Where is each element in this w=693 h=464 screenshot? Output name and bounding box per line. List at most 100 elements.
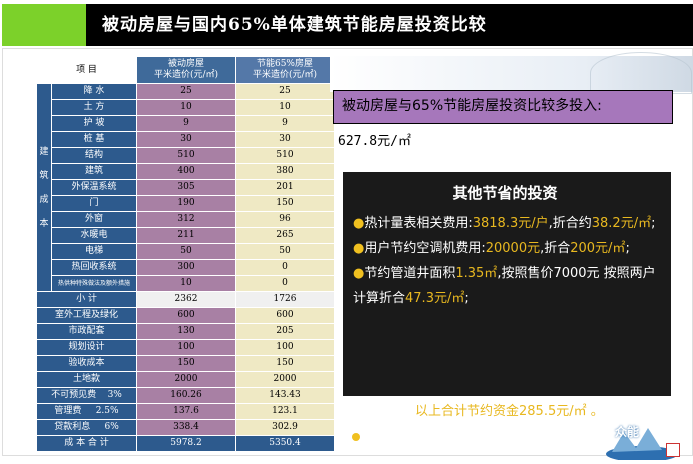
slide-title: 被动房屋与国内65%单体建筑节能房屋投资比较	[102, 15, 487, 35]
company-logo	[602, 418, 680, 462]
row-label: 门	[51, 195, 137, 212]
energy-cost: 380	[235, 163, 335, 180]
passive-cost: 600	[136, 307, 236, 324]
headline-value: 627.8元/㎡	[338, 134, 411, 149]
table-row: 贷款利息 6% 338.4 302.9	[36, 419, 335, 436]
row-label: 外窗	[51, 211, 137, 228]
row-label: 桩 基	[51, 131, 137, 148]
energy-cost: 2000	[235, 371, 335, 388]
passive-cost: 100	[136, 339, 236, 356]
total-row: 成 本 合 计 5978.2 5350.4	[36, 435, 335, 452]
energy-cost: 30	[235, 131, 335, 148]
headline-box: 被动房屋与65%节能房屋投资比较多投入:	[333, 90, 673, 124]
row-label: 建筑	[51, 163, 137, 180]
side-label-building-cost: 建筑成本	[36, 83, 52, 292]
energy-cost: 25	[235, 83, 335, 100]
title-bar	[2, 4, 693, 46]
energy-cost: 150	[235, 355, 335, 372]
row-label: 规划设计	[36, 339, 137, 356]
subtotal-energy: 1726	[235, 291, 335, 308]
table-row: 土地款 2000 2000	[36, 371, 335, 388]
passive-cost: 312	[136, 211, 236, 228]
passive-cost: 305	[136, 179, 236, 196]
passive-cost: 510	[136, 147, 236, 164]
energy-cost: 143.43	[235, 387, 335, 404]
row-label: 验收成本	[36, 355, 137, 372]
savings-summary: 以上合计节约资金285.5元/㎡ 。	[415, 404, 604, 419]
table-row: 桩 基 30 30	[37, 131, 335, 148]
table-row: 门 190 150	[37, 195, 335, 212]
total-label: 成 本 合 计	[36, 435, 137, 452]
table-row: 建筑 400 380	[37, 163, 335, 180]
logo-text: 众能	[615, 425, 640, 439]
passive-cost: 10	[136, 275, 236, 292]
passive-cost: 300	[136, 259, 236, 276]
total-passive: 5978.2	[136, 435, 236, 452]
row-label: 贷款利息 6%	[36, 419, 137, 436]
row-label: 热回收系统	[51, 259, 137, 276]
passive-cost: 160.26	[136, 387, 236, 404]
header-item: 项 目	[36, 56, 137, 84]
row-label: 不可预见费 3%	[36, 387, 137, 404]
table-row: 水暖电 211 265	[37, 227, 335, 244]
energy-cost: 50	[235, 243, 335, 260]
passive-cost: 137.6	[136, 403, 236, 420]
subtotal-label: 小 计	[36, 291, 137, 308]
bullet-icon: ●	[353, 216, 365, 231]
table-row: 室外工程及绿化 600 600	[36, 307, 335, 324]
table-row: 管理费 2.5% 137.6 123.1	[36, 403, 335, 420]
passive-cost: 338.4	[136, 419, 236, 436]
passive-cost: 130	[136, 323, 236, 340]
table-row: 不可预见费 3% 160.26 143.43	[36, 387, 335, 404]
row-label: 结构	[51, 147, 137, 164]
energy-cost: 96	[235, 211, 335, 228]
energy-cost: 9	[235, 115, 335, 132]
table-row: 外保温系统 305 201	[37, 179, 335, 196]
subtotal-row: 小 计 2362 1726	[36, 291, 335, 308]
subtotal-passive: 2362	[136, 291, 236, 308]
table-row: 电梯 50 50	[37, 243, 335, 260]
passive-cost: 150	[136, 355, 236, 372]
decorative-globe-lines	[590, 52, 692, 94]
passive-cost: 190	[136, 195, 236, 212]
table-row: 热回收系统 300 0	[37, 259, 335, 276]
bullet-dot	[352, 433, 360, 441]
energy-cost: 201	[235, 179, 335, 196]
table-row: 结构 510 510	[37, 147, 335, 164]
row-label: 电梯	[51, 243, 137, 260]
savings-title: 其他节省的投资	[452, 184, 558, 202]
header-energy: 节能65%房屋 平米造价(元/㎡)	[235, 56, 335, 84]
passive-cost: 10	[136, 99, 236, 116]
table-row: 外窗 312 96	[37, 211, 335, 228]
bullet-icon: ●	[353, 266, 365, 281]
row-label: 市政配套	[36, 323, 137, 340]
passive-cost: 9	[136, 115, 236, 132]
table-row: 建筑成本降 水 25 25	[36, 83, 335, 292]
table-row: 规划设计 100 100	[36, 339, 335, 356]
row-label: 外保温系统	[51, 179, 137, 196]
savings-item-2: ●用户节约空调机费用:20000元,折合200元/㎡;	[353, 241, 630, 256]
savings-box: 其他节省的投资 ●热计量表相关费用:3818.3元/户,折合约38.2元/㎡; …	[343, 172, 671, 396]
energy-cost: 10	[235, 99, 335, 116]
passive-cost: 25	[136, 83, 236, 100]
energy-cost: 0	[235, 275, 335, 292]
energy-cost: 123.1	[235, 403, 335, 420]
energy-cost: 265	[235, 227, 335, 244]
logo-mark-icon	[666, 443, 680, 457]
cost-comparison-table: 项 目 被动房屋 平米造价(元/㎡) 节能65%房屋 平米造价(元/㎡) 建筑成本降…	[36, 56, 335, 452]
passive-cost: 30	[136, 131, 236, 148]
savings-item-3: ●节约管道井面积1.35㎡,按照售价7000元 按照两户计算折合47.3元/㎡;	[353, 266, 656, 306]
row-label: 土地款	[36, 371, 137, 388]
row-label: 土 方	[51, 99, 137, 116]
bullet-icon: ●	[353, 241, 365, 256]
row-label: 管理费 2.5%	[36, 403, 137, 420]
table-row: 验收成本 150 150	[36, 355, 335, 372]
passive-cost: 50	[136, 243, 236, 260]
table-row: 热供种特殊做法及额外措施 10 0	[37, 275, 335, 292]
energy-cost: 0	[235, 259, 335, 276]
energy-cost: 302.9	[235, 419, 335, 436]
passive-cost: 400	[136, 163, 236, 180]
row-label: 热供种特殊做法及额外措施	[51, 275, 137, 292]
total-energy: 5350.4	[235, 435, 335, 452]
